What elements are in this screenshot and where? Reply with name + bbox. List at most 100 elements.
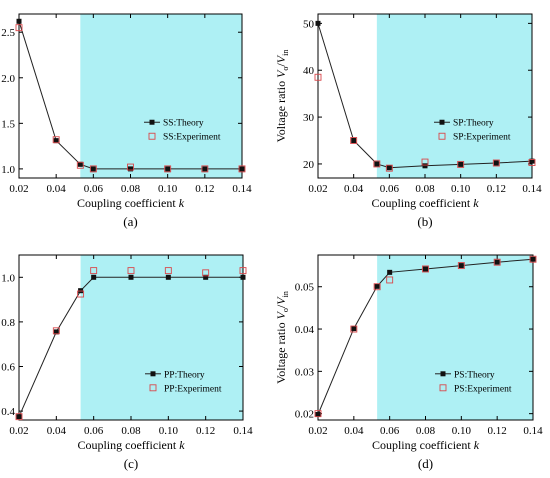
legend-marker-theory xyxy=(150,371,156,377)
theory-point xyxy=(239,166,245,172)
experiment-point xyxy=(457,262,465,270)
theory-point xyxy=(165,274,171,280)
legend-label-experiment: PS:Experiment xyxy=(454,384,512,394)
legend: PS:Theory PS:Experiment xyxy=(435,370,512,394)
panel-caption: (d) xyxy=(418,456,433,471)
theory-point xyxy=(203,274,209,280)
theory-point xyxy=(53,138,59,144)
theory-point xyxy=(423,266,428,272)
experiment-point xyxy=(76,161,84,169)
x-tick-label: 0.14 xyxy=(522,183,542,195)
panel-caption: (b) xyxy=(417,214,432,229)
theory-point xyxy=(128,166,133,172)
x-axis-label: Coupling coefficient k xyxy=(77,438,185,452)
y-tick-label: 40 xyxy=(303,65,315,77)
experiment-point xyxy=(492,159,500,167)
legend-marker-theory xyxy=(440,371,446,377)
experiment-point xyxy=(373,160,381,168)
series-line-theory xyxy=(317,258,534,415)
theory-point xyxy=(351,326,357,332)
series-line-theory xyxy=(317,23,533,169)
shaded-region xyxy=(377,255,533,420)
panel-caption: (a) xyxy=(123,214,137,229)
shaded-region xyxy=(80,255,243,420)
theory-point xyxy=(494,259,500,265)
legend-label-theory: PS:Theory xyxy=(454,370,495,380)
theory-point xyxy=(53,329,59,335)
theory-point xyxy=(315,412,321,417)
legend-label-theory: PP:Theory xyxy=(164,370,205,380)
x-tick-label: 0.06 xyxy=(84,183,104,195)
legend: PP:Theory PP:Experiment xyxy=(145,370,222,394)
y-tick-label: 0.8 xyxy=(1,317,15,329)
experiment-point xyxy=(15,24,23,32)
experiment-point xyxy=(77,290,85,298)
x-tick-label: 0.04 xyxy=(344,183,364,195)
x-tick-label: 0.12 xyxy=(195,183,214,195)
x-axis-label: Coupling coefficient k xyxy=(372,438,480,452)
legend-marker-experiment xyxy=(148,132,156,140)
chart-panel-3: 0.02 0.04 0.06 0.08 0.10 0.12 0.14 0.4 0.6 0.8 1.0… xyxy=(1,254,253,471)
theory-point xyxy=(374,283,380,289)
y-tick-label: 2.0 xyxy=(1,73,15,85)
theory-point xyxy=(374,161,380,167)
legend-label-experiment: SP:Experiment xyxy=(453,133,511,143)
theory-point xyxy=(91,274,97,280)
experiment-point xyxy=(314,410,322,418)
legend-marker-theory xyxy=(149,119,155,125)
y-axis-label: Voltage ratio Vo/Vin xyxy=(274,291,290,384)
y-tick-label: 1.0 xyxy=(1,164,15,176)
theory-point xyxy=(16,414,22,420)
experiment-point xyxy=(457,160,465,168)
x-tick-label: 0.12 xyxy=(196,425,215,437)
x-tick-label: 0.08 xyxy=(415,183,435,195)
experiment-point xyxy=(238,165,246,173)
legend-label-experiment: PP:Experiment xyxy=(164,384,222,394)
experiment-point xyxy=(373,283,381,291)
x-tick-label: 0.06 xyxy=(84,425,104,437)
theory-point xyxy=(387,269,393,275)
y-tick-label: 0.04 xyxy=(295,324,315,336)
x-tick-label: 0.14 xyxy=(523,425,543,437)
experiment-point xyxy=(127,267,135,275)
legend-marker-experiment xyxy=(149,384,157,392)
y-tick-label: 30 xyxy=(303,112,315,124)
legend-label-theory: SP:Theory xyxy=(453,119,494,129)
x-tick-label: 0.14 xyxy=(233,425,253,437)
y-tick-label: 20 xyxy=(303,159,315,171)
experiment-point xyxy=(90,267,98,275)
theory-point xyxy=(386,165,392,171)
x-tick-label: 0.06 xyxy=(380,183,400,195)
theory-point xyxy=(529,158,535,164)
series-line-theory xyxy=(18,276,243,417)
legend: SS:Theory SS:Experiment xyxy=(144,119,221,143)
legend-label-theory: SS:Theory xyxy=(163,119,204,129)
experiment-point xyxy=(350,137,358,144)
theory-point xyxy=(77,161,83,167)
experiment-point xyxy=(15,413,23,421)
theory-point xyxy=(458,263,464,269)
theory-point xyxy=(315,20,321,26)
x-tick-label: 0.12 xyxy=(487,183,506,195)
legend-marker-experiment xyxy=(439,384,447,392)
x-axis-label: Coupling coefficient k xyxy=(77,196,185,210)
experiment-point xyxy=(350,325,358,333)
chart-panel-4: 0.02 0.04 0.06 0.08 0.10 0.12 0.14 0.02 0.03 0.04… xyxy=(274,254,543,471)
theory-point xyxy=(16,18,22,24)
x-tick-label: 0.02 xyxy=(9,425,28,437)
panel-caption: (c) xyxy=(124,456,138,471)
x-tick-label: 0.04 xyxy=(47,425,67,437)
theory-point xyxy=(458,161,464,167)
theory-point xyxy=(240,274,246,280)
theory-point xyxy=(202,166,208,172)
x-axis-label: Coupling coefficient k xyxy=(371,196,479,210)
experiment-point xyxy=(314,73,322,81)
experiment-point xyxy=(202,269,210,277)
y-tick-label: 0.4 xyxy=(1,406,15,418)
theory-point xyxy=(90,166,96,172)
x-tick-label: 0.10 xyxy=(159,425,179,437)
shaded-region xyxy=(80,14,242,178)
experiment-point xyxy=(421,158,429,166)
y-tick-label: 0.02 xyxy=(295,409,314,421)
